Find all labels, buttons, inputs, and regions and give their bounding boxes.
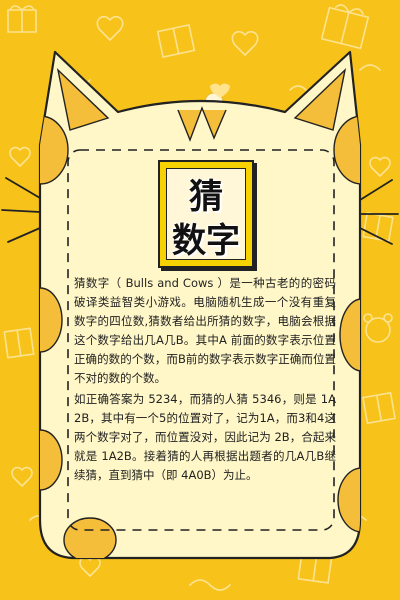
left-ear-inner (56, 67, 110, 131)
heart-doodle (231, 30, 259, 56)
heart-doodle (9, 146, 31, 167)
spot (40, 115, 69, 185)
gift-doodle (7, 5, 37, 33)
gift-doodle (156, 24, 196, 58)
gift-doodle (362, 212, 394, 242)
title-inner: 猜 数字 (166, 168, 246, 261)
gift-doodle (362, 391, 396, 425)
spot (63, 517, 117, 558)
gift-doodle (3, 327, 35, 359)
dashed-frame (67, 149, 335, 531)
spot (333, 115, 360, 185)
heart-doodle (369, 156, 391, 177)
heart-doodle (11, 466, 33, 487)
spot (40, 429, 63, 491)
head-stripe (177, 106, 227, 142)
spot (337, 467, 360, 533)
right-ear-inner (293, 67, 347, 131)
teddy-doodle (363, 313, 393, 343)
title-badge: 猜 数字 (158, 160, 254, 268)
description-paragraph-1: 猜数字（ Bulls and Cows ）是一种古老的的密码破译类益智类小游戏。… (74, 276, 336, 385)
spot (339, 298, 360, 372)
title-line-1: 猜 (189, 177, 223, 217)
whiskers (1, 177, 399, 245)
title-line-2: 数字 (172, 221, 240, 261)
gift-doodle (320, 4, 370, 50)
description: 猜数字（ Bulls and Cows ）是一种古老的的密码破译类益智类小游戏。… (74, 274, 336, 487)
spot (40, 287, 63, 353)
heart-doodle (96, 15, 124, 41)
description-paragraph-2: 如正确答案为 5234，而猜的人猜 5346，则是 1A2B，其中有一个5的位置… (74, 392, 336, 482)
